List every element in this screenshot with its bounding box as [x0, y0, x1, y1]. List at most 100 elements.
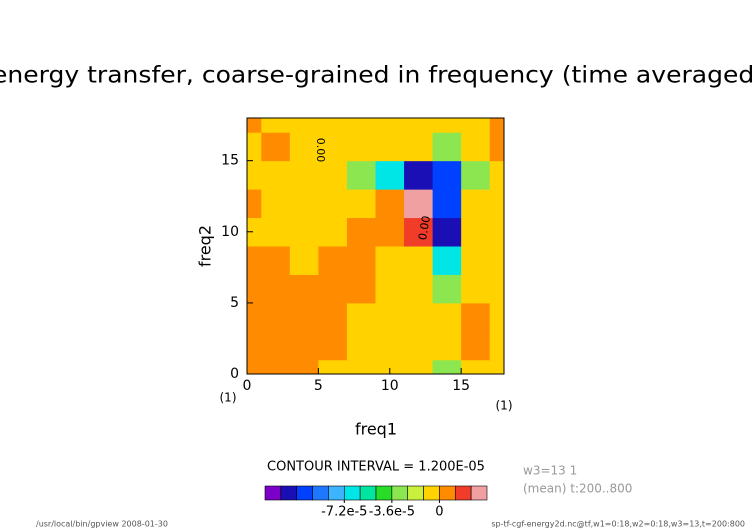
contour-cell: [247, 331, 262, 361]
contour-cell: [318, 118, 348, 133]
contour-cell: [261, 246, 291, 275]
contour-cell: [261, 217, 291, 247]
contour-cell: [318, 274, 348, 304]
contour-cell: [261, 331, 291, 361]
contour-cell: [461, 302, 491, 332]
contour-cell: [247, 274, 262, 304]
contour-cell: [375, 246, 405, 275]
y-tick-label: 10: [221, 224, 239, 240]
colorbar-box: [454, 485, 472, 501]
contour-cell: [489, 160, 505, 190]
contour-cell: [489, 359, 505, 375]
contour-cell: [489, 302, 505, 332]
x-axis-label: freq1: [355, 420, 397, 439]
contour-cell: [461, 331, 491, 361]
y-axis-label: freq2: [196, 225, 215, 267]
contour-cell: [375, 118, 405, 133]
contour-cell: [432, 160, 462, 190]
contour-cell: [461, 359, 491, 375]
contour-cell: [318, 160, 348, 190]
info-line: w3=13 1: [523, 464, 577, 478]
y-tick-label: 5: [230, 295, 239, 311]
contour-cell: [461, 189, 491, 219]
contour-cell: [261, 302, 291, 332]
contour-cell: [404, 302, 434, 332]
contour-cell: [346, 160, 376, 190]
y-tick-label: 0: [230, 366, 239, 382]
contour-cell: [346, 118, 376, 133]
colorbar-box: [328, 485, 345, 501]
contour-cell: [289, 132, 319, 162]
contour-cell: [404, 160, 434, 190]
contour-cell: [346, 359, 376, 375]
contour-cell: [432, 132, 462, 162]
contour-cell: [261, 189, 291, 219]
colorbar-box: [470, 485, 488, 501]
contour-cell: [346, 132, 376, 162]
contour-cell: [247, 302, 262, 332]
contour-cell: [346, 246, 376, 275]
contour-cell: [289, 274, 319, 304]
contour-cell: [375, 274, 405, 304]
contour-cell: [247, 132, 262, 162]
contour-cell: [261, 274, 291, 304]
contour-cell: [404, 359, 434, 375]
contour-cell: [461, 246, 491, 275]
contour-cell: [289, 118, 319, 133]
colorbar-box: [359, 485, 377, 501]
contour-cell: [261, 118, 291, 133]
contour-cell: [489, 132, 505, 162]
contour-cell: [247, 246, 262, 275]
contour-cell: [489, 189, 505, 219]
contour-cell: [375, 189, 405, 219]
colorbar-box: [407, 485, 424, 501]
contour-cell: [289, 189, 319, 219]
contour-cell: [489, 217, 505, 247]
colorbar-tick-label: 0: [435, 505, 443, 520]
colorbar-tick-label: -3.6e-5: [369, 505, 415, 520]
contour-cell: [404, 246, 434, 275]
x-tick-label: 10: [381, 378, 399, 394]
contour-cell: [404, 217, 434, 247]
contour-cell: [318, 302, 348, 332]
contour-cell: [346, 331, 376, 361]
colorbar-box: [296, 485, 313, 501]
colorbar-box: [343, 485, 361, 501]
colorbar-box: [375, 485, 393, 501]
colorbar-box: [264, 485, 282, 501]
contour-cell: [489, 246, 505, 275]
contour-cell: [318, 189, 348, 219]
contour-cell: [404, 274, 434, 304]
contour-cell: [461, 217, 491, 247]
contour-cell: [461, 160, 491, 190]
contour-cell: [261, 132, 291, 162]
contour-cell: [318, 359, 348, 375]
y-unit: (1): [220, 391, 237, 405]
contour-cell: [289, 246, 319, 275]
contour-cell: [432, 274, 462, 304]
contour-label: 0.00: [314, 138, 327, 163]
x-unit: (1): [496, 399, 513, 413]
contour-cell: [489, 274, 505, 304]
contour-cell: [404, 331, 434, 361]
contour-cell: [289, 302, 319, 332]
y-tick-label: 15: [221, 153, 239, 169]
contour-cell: [261, 359, 291, 375]
contour-cell: [432, 302, 462, 332]
contour-cell: [346, 189, 376, 219]
contour-cell: [432, 217, 462, 247]
contour-cell: [404, 189, 434, 219]
colorbar-box: [312, 485, 329, 501]
colorbar-box: [280, 485, 298, 501]
contour-cell: [489, 118, 505, 133]
contour-cell: [375, 302, 405, 332]
footer-left: /usr/local/bin/gpview 2008-01-30: [36, 520, 168, 529]
footer-right: sp-tf-cgf-energy2d.nc@tf,w1=0:18,w2=0:18…: [491, 520, 745, 529]
contour-cell: [261, 160, 291, 190]
contour-cell: [432, 118, 462, 133]
x-tick-label: 5: [314, 378, 323, 394]
contour-cell: [247, 160, 262, 190]
contour-cell: [346, 274, 376, 304]
contour-cell: [247, 118, 262, 133]
